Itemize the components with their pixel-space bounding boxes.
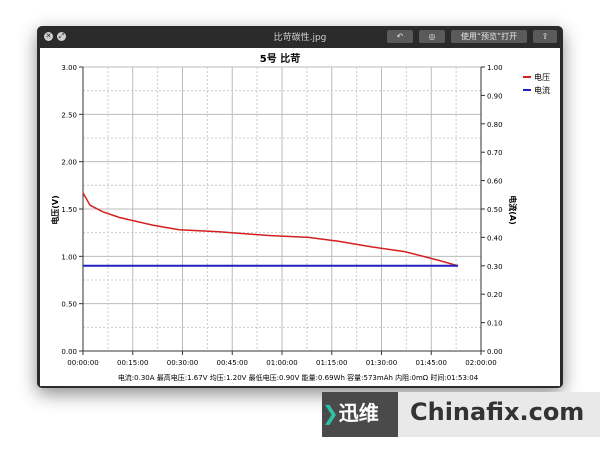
y2-tick-label: 0.10 [487,320,503,328]
y2-tick-label: 0.70 [487,149,503,157]
share-icon: ⇪ [541,32,549,41]
y-tick-label: 3.00 [61,64,77,72]
legend: 电压 电流 [523,72,550,95]
chart: 5号 比苛 00:00:00 00:15:00 00:30:00 00:45:00 01… [50,52,550,382]
y2-axis-label: 电流(A) [508,195,518,225]
x-tick-label: 01:15:00 [316,359,347,367]
y-tick-label: 0.50 [61,301,77,309]
x-tick-label: 00:15:00 [117,359,148,367]
rotate-button[interactable]: ↶ [387,30,413,43]
y2-tick-label: 0.00 [487,348,503,356]
markup-icon: ◎ [428,32,436,41]
legend-current: 电流 [534,85,550,95]
x-tick-label: 01:00:00 [266,359,297,367]
close-icon[interactable]: ✕ [44,32,53,41]
title-bar: ✕ ⤢ 比苛碳性.jpg ↶ ◎ 使用“预览”打开 ⇪ [37,26,563,48]
y-tick-label: 1.00 [61,253,77,261]
open-with-preview-button[interactable]: 使用“预览”打开 [451,30,527,43]
x-tick-label: 00:45:00 [217,359,248,367]
y-tick-label: 2.00 [61,159,77,167]
window-title: 比苛碳性.jpg [273,33,327,43]
y2-tick-label: 0.30 [487,263,503,271]
y-tick-label: 2.50 [61,111,77,119]
y2-tick-label: 0.90 [487,92,503,100]
watermark-brand-en: Chinafix.com [410,398,585,426]
x-tick-label: 00:00:00 [67,359,98,367]
share-button[interactable]: ⇪ [533,30,557,43]
image-content: 5号 比苛 00:00:00 00:15:00 00:30:00 00:45:00 01… [40,48,560,386]
y-tick-label: 1.50 [61,206,77,214]
preview-window: ✕ ⤢ 比苛碳性.jpg ↶ ◎ 使用“预览”打开 ⇪ 5号 比苛 00:00:… [37,26,563,388]
y-tick-label: 0.00 [61,348,77,356]
y2-tick-label: 0.60 [487,178,503,186]
stats-line: 电流:0.30A 最高电压:1.67V 均压:1.20V 最低电压:0.90V … [118,373,479,382]
x-tick-label: 00:30:00 [167,359,198,367]
x-tick-label: 02:00:00 [465,359,496,367]
y2-tick-label: 0.40 [487,234,503,242]
y-axis-label: 电压(V) [50,195,60,225]
chart-title: 5号 比苛 [260,52,300,65]
legend-voltage: 电压 [534,72,550,82]
series-line-voltage [82,192,459,267]
markup-button[interactable]: ◎ [419,30,445,43]
y2-tick-label: 1.00 [487,64,503,72]
y2-tick-label: 0.20 [487,291,503,299]
y2-tick-label: 0.80 [487,121,503,129]
x-tick-label: 01:30:00 [366,359,397,367]
fullscreen-icon[interactable]: ⤢ [57,32,66,41]
watermark: ❯迅维网 Chinafix.com [322,392,600,467]
rotate-icon: ↶ [396,32,404,41]
x-tick-label: 01:45:00 [416,359,447,367]
y2-tick-label: 0.50 [487,206,503,214]
